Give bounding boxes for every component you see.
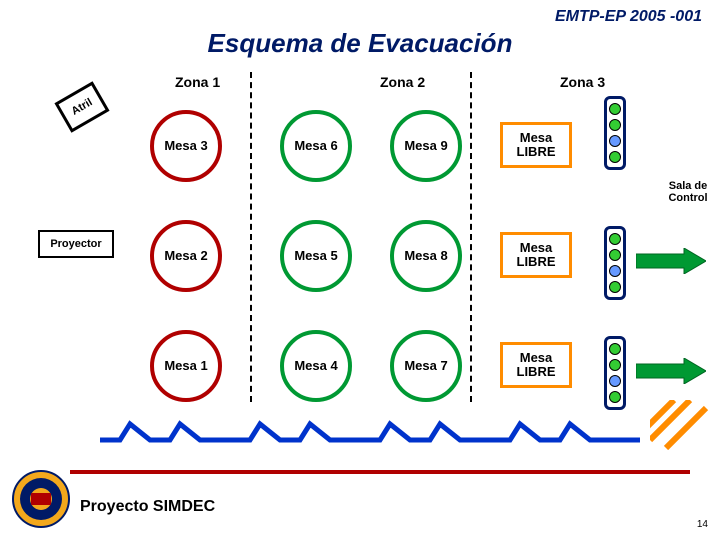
exit-arrow-1 xyxy=(636,248,706,274)
footer-project: Proyecto SIMDEC xyxy=(80,498,215,516)
traffic-light-3 xyxy=(604,336,626,410)
tl-dot xyxy=(609,391,621,403)
org-logo xyxy=(12,470,70,528)
mesa-6: Mesa 6 xyxy=(280,110,352,182)
tl-dot xyxy=(609,375,621,387)
header-code: EMTP-EP 2005 -001 xyxy=(555,8,702,26)
mesa-9: Mesa 9 xyxy=(390,110,462,182)
tl-dot xyxy=(609,135,621,147)
zone-3-label: Zona 3 xyxy=(560,74,605,90)
exit-arrow-2 xyxy=(636,358,706,384)
tl-dot xyxy=(609,265,621,277)
mesa-libre-2: Mesa LIBRE xyxy=(500,232,572,278)
zone-2-label: Zona 2 xyxy=(380,74,425,90)
mesa-5: Mesa 5 xyxy=(280,220,352,292)
page-title: Esquema de Evacuación xyxy=(0,28,720,59)
mesa-libre-1: Mesa LIBRE xyxy=(500,122,572,168)
traffic-light-1 xyxy=(604,96,626,170)
zigzag-divider xyxy=(100,418,640,448)
traffic-light-2 xyxy=(604,226,626,300)
tl-dot xyxy=(609,343,621,355)
page-number: 14 xyxy=(697,519,708,530)
mesa-1: Mesa 1 xyxy=(150,330,222,402)
mesa-3: Mesa 3 xyxy=(150,110,222,182)
tl-dot xyxy=(609,249,621,261)
tl-dot xyxy=(609,281,621,293)
mesa-4: Mesa 4 xyxy=(280,330,352,402)
hatch-area xyxy=(650,400,710,450)
tl-dot xyxy=(609,103,621,115)
sala-control-label: Sala de Control xyxy=(664,180,712,204)
proyector-box: Proyector xyxy=(38,230,114,258)
zone-divider-1 xyxy=(250,72,252,402)
tl-dot xyxy=(609,151,621,163)
tl-dot xyxy=(609,119,621,131)
mesa-8: Mesa 8 xyxy=(390,220,462,292)
atril-box: Atril xyxy=(54,81,109,132)
footer-divider xyxy=(70,470,690,474)
tl-dot xyxy=(609,359,621,371)
mesa-7: Mesa 7 xyxy=(390,330,462,402)
mesa-libre-3: Mesa LIBRE xyxy=(500,342,572,388)
tl-dot xyxy=(609,233,621,245)
mesa-2: Mesa 2 xyxy=(150,220,222,292)
zone-1-label: Zona 1 xyxy=(175,74,220,90)
zone-divider-2 xyxy=(470,72,472,402)
